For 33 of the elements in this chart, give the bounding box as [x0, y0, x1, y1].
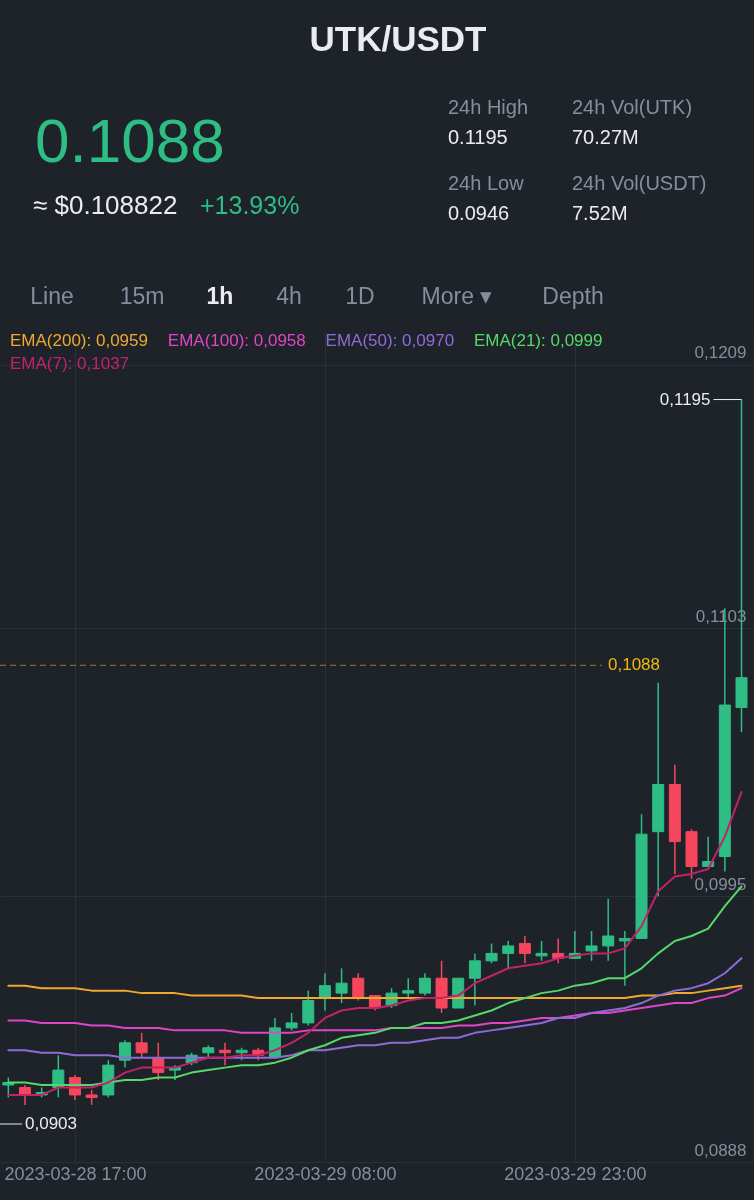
- annotation: 0,0903: [25, 1114, 77, 1133]
- text: EMA(21): 0,0999: [473, 331, 603, 350]
- text: +13.93%: [200, 191, 300, 219]
- text: EMA(100): 0,0958: [167, 331, 306, 350]
- text: 15m: [119, 283, 165, 309]
- text: 70.27M: [572, 126, 639, 148]
- x-tick-label: 2023-03-28 17:00: [4, 1163, 147, 1184]
- text: 0.1088: [35, 106, 225, 175]
- text: 24h Vol(UTK): [572, 96, 693, 118]
- text: EMA(200): 0,0959: [10, 331, 148, 350]
- annotation: 0,1195: [659, 389, 711, 409]
- y-tick-label: 0,1209: [694, 343, 747, 363]
- text: 4h: [276, 283, 302, 309]
- text: 24h Vol(USDT): [572, 172, 707, 194]
- text: EMA(50): 0,0970: [325, 331, 455, 350]
- y-tick-label: 0,0888: [694, 1140, 747, 1160]
- text: 24h Low: [448, 172, 525, 194]
- x-tick-label: 2023-03-29 23:00: [504, 1163, 647, 1184]
- text: 24h High: [448, 96, 529, 118]
- text: 0.1195: [448, 126, 508, 148]
- text: 1D: [345, 283, 375, 309]
- ref-line-label: 0,1088: [608, 655, 660, 675]
- text: 0.0946: [448, 202, 510, 224]
- text: EMA(7): 0,1037: [10, 354, 130, 373]
- y-tick-label: 0,0995: [694, 874, 747, 894]
- text: ≈ $0.108822: [33, 190, 178, 220]
- text: 7.52M: [572, 202, 628, 224]
- text: Depth: [542, 283, 604, 309]
- text: 1h: [206, 283, 234, 309]
- text: More ▾: [421, 283, 493, 309]
- chart-title: UTK/USDT: [309, 19, 487, 58]
- text: Line: [30, 283, 74, 309]
- x-tick-label: 2023-03-29 08:00: [254, 1163, 397, 1184]
